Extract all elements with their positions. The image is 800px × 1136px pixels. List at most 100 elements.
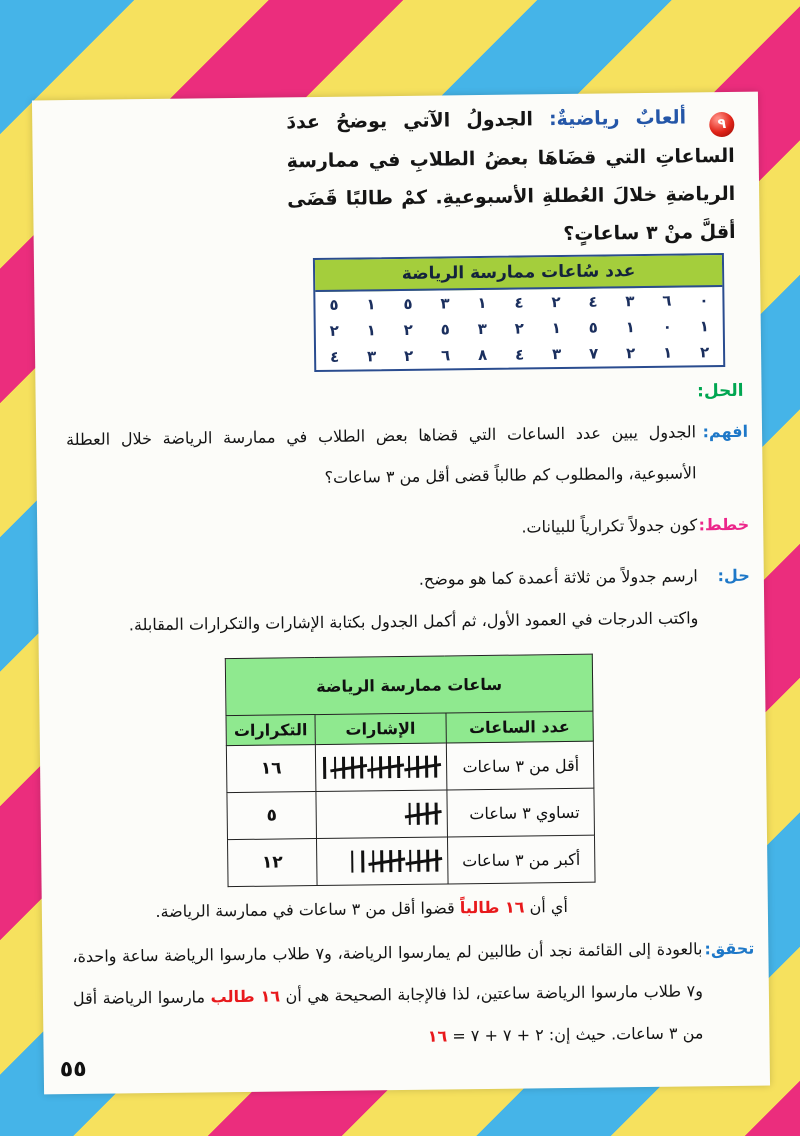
hours-value: ٢: [403, 320, 413, 339]
result-post: قضوا أقل من ٣ ساعات في ممارسة الرياضة.: [155, 898, 460, 922]
frequency-value: ٥: [226, 792, 317, 841]
tally-bar: [434, 756, 437, 779]
step-solve: حل: ارسم جدولاً من ثلاثة أعمدة كما هو مو…: [38, 553, 765, 647]
step-plan-label: خطط:: [698, 514, 750, 535]
result-highlight: ١٦ طالباً: [459, 897, 525, 918]
tally-group-of-five: [366, 755, 404, 779]
solution-heading: الحل:: [696, 380, 744, 401]
step-verify: تحقق: بالعودة إلى القائمة نجد أن طالبين …: [42, 926, 769, 1062]
verify-highlight1: ١٦ طالب: [210, 986, 281, 1007]
step-solve-text: ارسم جدولاً من ثلاثة أعمدة كما هو موضح. …: [68, 556, 699, 647]
hours-value: ٤: [514, 292, 524, 312]
step-solve-label: حل:: [717, 566, 750, 586]
hours-value: ٤: [588, 292, 598, 311]
hours-value: ٢: [551, 292, 561, 311]
hours-value: ٠: [699, 290, 709, 309]
frequency-value: ١٢: [227, 839, 318, 888]
problem-statement: ٩ ألعابٌ رياضيةٌ: الجدولُ الآتي يوضحُ عد…: [286, 98, 736, 256]
frequency-table: ساعات ممارسة الرياضة عدد الساعات الإشارا…: [224, 654, 596, 888]
hours-value: ٥: [440, 319, 450, 338]
question-number: ٩: [717, 115, 727, 133]
category-label: أقل من ٣ ساعات: [445, 741, 594, 791]
tally-marks-cell: [315, 743, 447, 793]
problem-text: الجدولُ الآتي يوضحُ عددَ الساعاتِ التي ق…: [286, 108, 736, 245]
step-verify-text: بالعودة إلى القائمة نجد أن طالبين لم يما…: [72, 929, 703, 1061]
hours-value: ٧: [588, 344, 599, 363]
hours-table-title: عدد سُاعات ممارسة الرياضة: [314, 254, 723, 292]
hours-value: ١: [366, 294, 376, 313]
hours-value: ٨: [477, 345, 488, 364]
hours-data-table: عدد سُاعات ممارسة الرياضة ٠ ٦ ٣ ٤ ٢ ٤ ١ ٣ ٥ ١ ٥ ١ ٠ ١…: [312, 252, 726, 372]
step-understand-text: الجدول يبين عدد الساعات التي قضاها بعض ا…: [65, 421, 697, 488]
tally-bar: [398, 850, 401, 873]
hours-value: ٥: [403, 294, 413, 313]
tally-single-mark: [361, 850, 364, 873]
step-solve-line2: واكتب الدرجات في العمود الأول، ثم أكمل ا…: [128, 608, 699, 635]
hours-value: ٢: [514, 318, 524, 338]
hours-value: ٦: [662, 291, 672, 310]
hours-value: ٥: [329, 295, 339, 314]
hours-value: ٠: [662, 317, 672, 336]
hours-value: ٢: [329, 321, 339, 340]
tally-marks: [318, 802, 446, 828]
hours-value: ١: [625, 317, 635, 336]
hours-value: ٢: [625, 343, 636, 362]
column-header-frequencies: التكرارات: [225, 715, 316, 747]
hours-row: ٢ ١ ٢ ٧ ٣ ٤ ٨ ٦ ٢ ٣ ٤: [316, 339, 723, 370]
page-number: ٥٥: [59, 1056, 87, 1083]
tally-marks-cell: [316, 837, 448, 887]
hours-value: ١: [662, 343, 673, 362]
hours-value: ٤: [514, 344, 525, 364]
frequency-table-body: أقل من ٣ ساعات ١٦ تساوي ٣ ساعات ٥ أكبر من ٣ …: [226, 741, 596, 888]
hours-value: ٣: [366, 346, 377, 365]
hours-value: ٣: [477, 319, 487, 338]
hours-value: ٣: [625, 291, 635, 310]
tally-single-mark: [350, 851, 354, 874]
hours-value: ١: [366, 320, 376, 339]
result-pre: أي أن: [524, 897, 568, 917]
frequency-row: أقل من ٣ ساعات ١٦: [226, 741, 594, 794]
tally-group-of-five: [404, 849, 442, 873]
hours-value: ١: [699, 316, 709, 335]
tally-group-of-five: [329, 756, 367, 780]
column-header-tallies: الإشارات: [315, 713, 446, 746]
hours-value: ٢: [403, 346, 414, 365]
hours-value: ٣: [551, 344, 562, 363]
question-number-badge: ٩: [709, 111, 735, 137]
tally-bar: [434, 803, 438, 826]
verify-highlight2: ١٦: [427, 1026, 448, 1046]
step-verify-label: تحقق:: [704, 939, 755, 959]
tally-group-of-five: [403, 755, 441, 779]
tally-marks: [317, 755, 445, 781]
hours-table-body: ٠ ٦ ٣ ٤ ٢ ٤ ١ ٣ ٥ ١ ٥ ١ ٠ ١ ٥ ١ ٢ ٣ ٥ ٢ ١ ٢ ٢ ١ ٢ ٧ ٣ ٤ ٨ ٦ ٢ ٣ ٤: [315, 287, 723, 370]
step-plan: خطط: كون جدولاً تكرارياً للبيانات.: [37, 501, 763, 553]
category-label: تساوي ٣ ساعات: [446, 788, 595, 838]
tally-marks-cell: [315, 790, 448, 840]
frequency-value: ١٦: [226, 745, 316, 794]
tally-marks: [318, 849, 446, 875]
frequency-row: تساوي ٣ ساعات ٥: [226, 788, 595, 841]
hours-table-grid: ٠ ٦ ٣ ٤ ٢ ٤ ١ ٣ ٥ ١ ٥ ١ ٠ ١ ٥ ١ ٢ ٣ ٥ ٢ ١ ٢ ٢ ١ ٢ ٧ ٣ ٤ ٨ ٦ ٢ ٣ ٤: [315, 287, 723, 370]
result-statement: أي أن ١٦ طالباً قضوا أقل من ٣ ساعات في م…: [42, 897, 568, 922]
tally-single-mark: [323, 757, 326, 780]
hours-value: ١: [551, 318, 561, 337]
problem-title: ألعابٌ رياضيةٌ:: [548, 106, 687, 131]
hours-value: ٥: [588, 318, 598, 337]
hours-value: ٦: [440, 345, 451, 364]
tally-bar: [397, 756, 400, 779]
step-plan-text: كون جدولاً تكرارياً للبيانات.: [521, 515, 698, 537]
column-header-hours: عدد الساعات: [445, 711, 594, 744]
tally-group-of-five: [367, 849, 405, 873]
category-label: أكبر من ٣ ساعات: [447, 835, 596, 885]
frequency-table-title: ساعات ممارسة الرياضة: [225, 654, 593, 717]
step-solve-line1: ارسم جدولاً من ثلاثة أعمدة كما هو موضح.: [418, 566, 698, 590]
frequency-row: أكبر من ٣ ساعات ١٢: [227, 835, 596, 888]
hours-value: ٤: [329, 347, 340, 366]
hours-value: ١: [477, 293, 487, 312]
hours-value: ٢: [699, 342, 710, 361]
step-understand: افهم: الجدول يبين عدد الساعات التي قضاها…: [36, 408, 763, 502]
tally-bar: [435, 850, 438, 873]
hours-value: ٣: [440, 293, 450, 312]
tally-bar: [360, 756, 363, 779]
